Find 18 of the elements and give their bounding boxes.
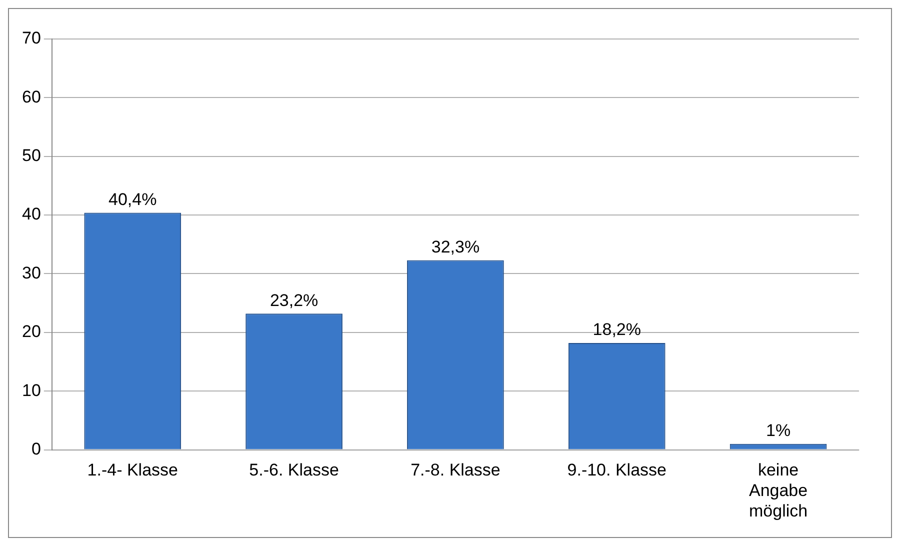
y-tick-label: 0 [31,439,41,458]
x-tick-label: keine Angabe möglich [748,460,808,520]
x-tick-label: 1.-4- Klasse [87,460,178,480]
y-tick-label: 30 [22,263,41,282]
y-tick-label: 10 [22,380,41,400]
y-tick-label: 40 [22,204,41,224]
y-tick-label: 70 [22,28,41,48]
data-label: 18,2% [592,320,641,340]
data-label: 1% [766,421,791,440]
y-tick-label: 20 [22,322,41,342]
data-label: 23,2% [270,290,318,310]
data-label: 32,3% [431,237,480,256]
x-tick-label: 5.-6. Klasse [249,460,339,480]
y-tick-label: 60 [22,87,41,106]
y-tick-label: 50 [22,146,41,166]
x-tick-label: 7.-8. Klasse [410,460,500,480]
x-tick-label: 9.-10. Klasse [567,460,666,480]
data-label: 40,4% [108,190,157,209]
